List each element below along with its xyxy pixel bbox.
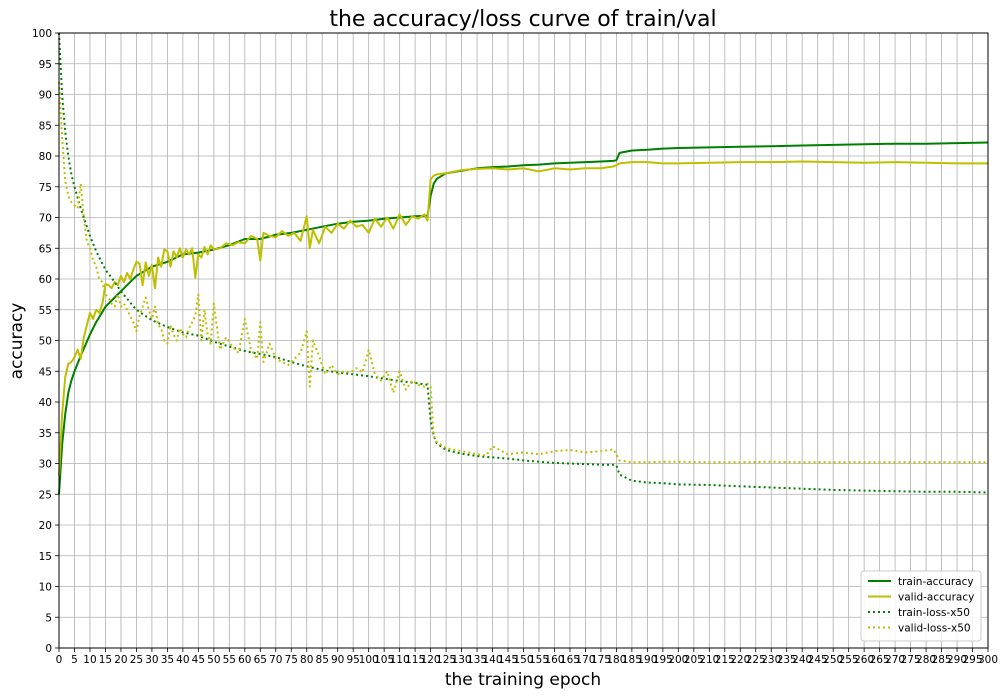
y-tick-label: 70	[39, 213, 52, 225]
x-tick-label: 230	[761, 654, 781, 666]
y-tick-label: 45	[39, 366, 52, 378]
x-tick-label: 250	[823, 654, 843, 666]
chart-title: the accuracy/loss curve of train/val	[329, 7, 716, 32]
x-tick-label: 225	[746, 654, 766, 666]
x-tick-label: 160	[544, 654, 564, 666]
y-tick-label: 65	[39, 243, 52, 255]
x-tick-label: 150	[513, 654, 533, 666]
y-tick-label: 25	[39, 489, 52, 501]
x-tick-label: 175	[591, 654, 611, 666]
y-tick-label: 40	[39, 397, 52, 409]
x-tick-label: 170	[575, 654, 595, 666]
x-tick-label: 80	[300, 654, 313, 666]
x-tick-label: 145	[498, 654, 518, 666]
x-tick-label: 70	[269, 654, 282, 666]
x-tick-label: 130	[452, 654, 472, 666]
y-axis-ticks: 0 5 10 15 20 25 30 35 40 45 50 55 60 65 70 75 80 85 90 95 10…	[32, 28, 59, 655]
x-tick-label: 35	[161, 654, 174, 666]
x-tick-label: 15	[99, 654, 112, 666]
y-tick-label: 15	[39, 551, 52, 563]
x-tick-label: 210	[699, 654, 719, 666]
y-tick-label: 10	[39, 582, 52, 594]
legend-label: valid-accuracy	[898, 592, 974, 604]
x-tick-label: 215	[715, 654, 735, 666]
x-tick-label: 65	[254, 654, 267, 666]
x-tick-label: 165	[560, 654, 580, 666]
x-tick-label: 290	[947, 654, 967, 666]
y-tick-label: 50	[39, 336, 52, 348]
y-axis-label: accuracy	[7, 303, 27, 380]
x-tick-label: 240	[792, 654, 812, 666]
x-tick-label: 220	[730, 654, 750, 666]
x-tick-label: 200	[668, 654, 688, 666]
x-tick-label: 110	[390, 654, 410, 666]
legend: train-accuracy valid-accuracy train-loss-x…	[860, 570, 982, 642]
x-tick-label: 270	[885, 654, 905, 666]
y-tick-label: 30	[39, 459, 52, 471]
y-tick-label: 20	[39, 520, 52, 532]
x-tick-label: 120	[421, 654, 441, 666]
x-tick-label: 260	[854, 654, 874, 666]
x-tick-label: 190	[637, 654, 657, 666]
x-tick-label: 255	[839, 654, 859, 666]
x-tick-label: 195	[653, 654, 673, 666]
x-tick-label: 75	[285, 654, 298, 666]
x-tick-label: 25	[130, 654, 143, 666]
x-tick-label: 125	[436, 654, 456, 666]
x-tick-label: 105	[374, 654, 394, 666]
y-tick-label: 90	[39, 90, 52, 102]
x-tick-label: 95	[346, 654, 359, 666]
x-tick-label: 30	[145, 654, 158, 666]
legend-box	[860, 570, 982, 642]
x-tick-label: 185	[622, 654, 642, 666]
x-tick-label: 115	[405, 654, 425, 666]
x-tick-label: 235	[777, 654, 797, 666]
x-tick-label: 280	[916, 654, 936, 666]
y-tick-label: 95	[39, 59, 52, 71]
y-tick-label: 35	[39, 428, 52, 440]
x-tick-label: 265	[870, 654, 890, 666]
x-tick-label: 5	[71, 654, 78, 666]
y-tick-label: 75	[39, 182, 52, 194]
y-tick-label: 60	[39, 274, 52, 286]
grid-lines	[58, 32, 989, 649]
series-layer	[58, 32, 989, 495]
x-tick-label: 0	[56, 654, 63, 666]
x-tick-label: 50	[207, 654, 220, 666]
x-tick-label: 295	[962, 654, 982, 666]
x-tick-label: 45	[192, 654, 205, 666]
x-tick-label: 180	[606, 654, 626, 666]
legend-label: train-loss-x50	[898, 607, 970, 619]
x-tick-label: 275	[901, 654, 921, 666]
x-tick-label: 10	[83, 654, 96, 666]
legend-label: train-accuracy	[898, 576, 974, 588]
x-axis-ticks: 0 5 10 15 20 25 30 35 40 45 50 55 60 65 70 75 80 85 90 9510…	[56, 648, 998, 666]
x-tick-label: 20	[114, 654, 127, 666]
x-tick-label: 135	[467, 654, 487, 666]
x-tick-label: 140	[483, 654, 503, 666]
x-tick-label: 85	[316, 654, 329, 666]
y-tick-label: 5	[45, 612, 52, 624]
y-tick-label: 55	[39, 305, 52, 317]
x-tick-label: 90	[331, 654, 344, 666]
x-tick-label: 100	[359, 654, 379, 666]
x-tick-label: 40	[176, 654, 189, 666]
x-tick-label: 300	[978, 654, 998, 666]
series-line-valid-accuracy	[58, 160, 988, 476]
x-tick-label: 60	[238, 654, 251, 666]
legend-label: valid-loss-x50	[898, 623, 971, 635]
x-tick-label: 285	[932, 654, 952, 666]
x-tick-label: 205	[684, 654, 704, 666]
y-tick-label: 80	[39, 151, 52, 163]
y-tick-label: 100	[32, 28, 52, 40]
y-tick-label: 0	[45, 643, 52, 655]
series-line-valid-loss-x50	[58, 82, 988, 464]
x-tick-label: 55	[223, 654, 236, 666]
x-axis-label: the training epoch	[445, 670, 601, 690]
x-tick-label: 155	[529, 654, 549, 666]
x-tick-label: 245	[808, 654, 828, 666]
y-tick-label: 85	[39, 120, 52, 132]
